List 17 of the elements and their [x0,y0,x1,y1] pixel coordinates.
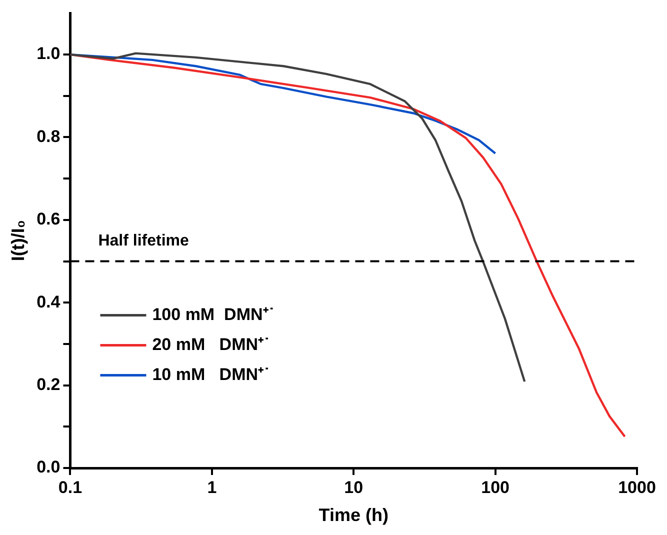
y-tick-label: 1.0 [36,44,60,64]
x-tick-label: 1 [207,478,217,497]
legend-label: 10 mM DMN⁺˙ [152,364,270,384]
x-tick-label: 10 [344,478,364,497]
y-axis-title: I(t)/I₀ [8,220,28,262]
legend-label: 20 mM DMN⁺˙ [152,334,270,354]
x-tick-label: 100 [481,478,510,497]
y-tick-label: 0.2 [36,374,60,394]
y-tick-label: 0.6 [36,210,60,229]
y-tick-label: 0.0 [36,458,60,477]
x-tick-label: 0.1 [58,478,82,497]
y-tick-label: 0.8 [36,126,60,146]
y-tick-label: 0.4 [36,292,61,312]
x-axis-title: Time (h) [318,505,388,526]
x-tick-label: 1000 [618,478,656,497]
ref-line-label: Half lifetime [98,232,190,250]
legend-label: 100 mM DMN⁺˙ [152,304,274,324]
